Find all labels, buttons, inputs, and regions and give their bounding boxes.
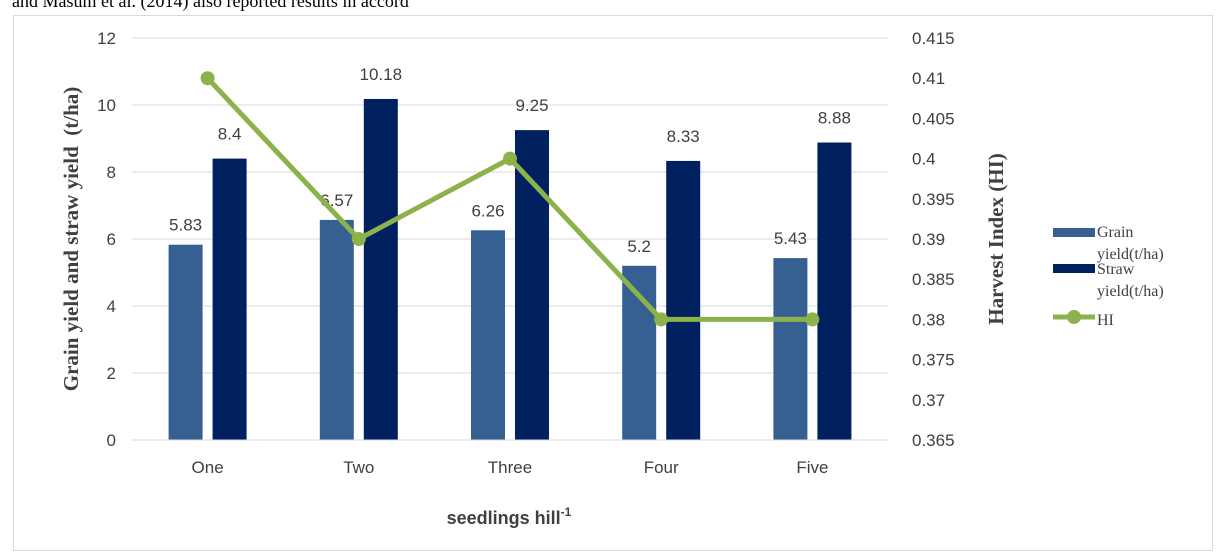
y-axis-title: Grain yield and straw yield (t/ha) — [59, 87, 83, 392]
legend-label-straw-1: Straw — [1097, 261, 1135, 278]
bar-grain-two — [319, 219, 354, 440]
chart-frame — [13, 15, 1213, 551]
bar-straw-five — [817, 142, 852, 440]
hi-point — [503, 151, 517, 166]
x-axis-title-sup: -1 — [561, 505, 572, 519]
data-label-straw: 8.88 — [818, 109, 851, 128]
y2-axis-title: Harvest Index (HI) — [984, 153, 1008, 325]
y2-tick-label: 0.39 — [912, 230, 945, 249]
data-label-straw: 8.33 — [667, 127, 700, 146]
hi-point — [805, 312, 820, 327]
x-tick-label: Four — [644, 458, 679, 477]
legend-label-hi: HI — [1097, 312, 1114, 329]
bar-grain-four — [622, 265, 657, 440]
y-tick-label: 10 — [97, 96, 116, 115]
x-axis-title-main: seedlings hill — [447, 508, 561, 528]
y-tick-label: 12 — [97, 29, 116, 48]
x-axis-title: seedlings hill-1 — [447, 505, 572, 528]
y2-tick-label: 0.375 — [912, 351, 955, 370]
bar-grain-one — [168, 244, 203, 440]
y2-tick-label: 0.405 — [912, 109, 955, 128]
y2-tick-label: 0.415 — [912, 29, 955, 48]
y-tick-label: 8 — [107, 163, 116, 182]
hi-point — [200, 71, 215, 86]
y-tick-label: 0 — [107, 431, 116, 450]
x-tick-label: Two — [343, 458, 374, 477]
x-tick-label: One — [192, 458, 224, 477]
data-label-straw: 9.25 — [515, 96, 548, 115]
data-label-grain: 6.26 — [471, 201, 504, 220]
y2-tick-label: 0.365 — [912, 431, 955, 450]
hi-series-line — [205, 76, 813, 322]
y-tick-label: 4 — [107, 297, 116, 316]
y2-tick-label: 0.395 — [912, 190, 955, 209]
data-label-grain: 5.2 — [627, 237, 651, 256]
bar-grain-three — [471, 230, 505, 440]
data-label-grain: 5.43 — [774, 229, 807, 248]
bar-straw-four — [666, 160, 701, 440]
y2-tick-label: 0.38 — [912, 310, 945, 329]
y-tick-label: 2 — [107, 364, 116, 383]
page-header-text: and Masum et al. (2014) also reported re… — [12, 0, 409, 11]
bar-grain-five — [773, 258, 808, 440]
legend-swatch-hi-marker — [1067, 310, 1081, 324]
data-label-grain: 5.83 — [169, 216, 202, 235]
y2-tick-label: 0.41 — [912, 69, 945, 88]
legend-label-grain-1: Grain — [1097, 224, 1133, 241]
legend-label-grain-2: yield(t/ha) — [1097, 246, 1164, 263]
data-label-straw: 10.18 — [360, 65, 403, 84]
data-label-straw: 8.4 — [218, 125, 242, 144]
x-tick-label: Three — [488, 458, 532, 477]
hi-point — [351, 232, 366, 246]
bar-straw-one — [212, 158, 247, 440]
y2-tick-label: 0.37 — [912, 391, 945, 410]
legend-swatch-grain — [1053, 228, 1095, 237]
y-tick-label: 6 — [107, 230, 116, 249]
y2-tick-label: 0.385 — [912, 270, 955, 289]
bar-straw-three — [515, 130, 549, 440]
legend-swatch-straw — [1053, 264, 1095, 273]
bar-straw-two — [363, 98, 398, 440]
legend-label-straw-2: yield(t/ha) — [1097, 283, 1164, 300]
hi-point — [654, 312, 669, 327]
y2-tick-label: 0.4 — [912, 150, 936, 169]
x-tick-label: Five — [796, 458, 828, 477]
